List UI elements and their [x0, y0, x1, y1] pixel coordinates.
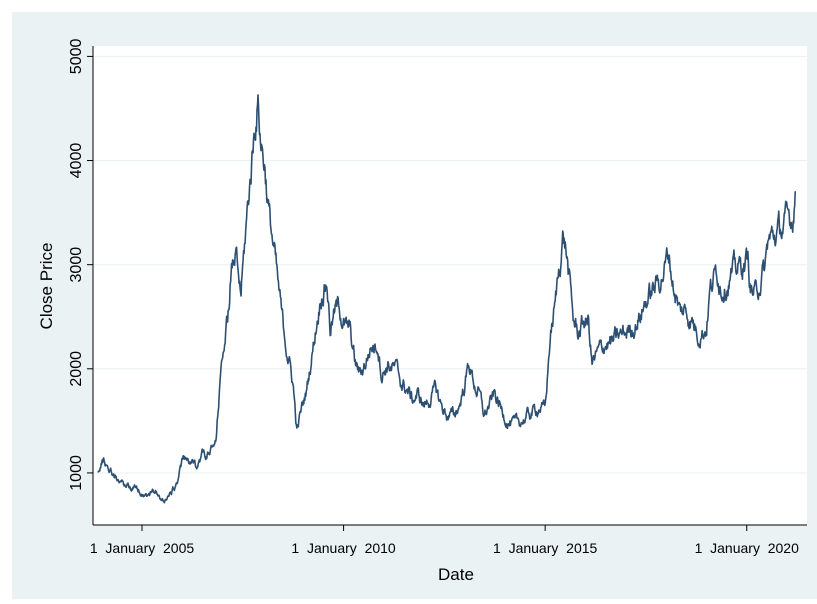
- x-tick-label: 1 January 2005: [90, 540, 195, 556]
- y-tick-label: 5000: [68, 39, 85, 75]
- x-tick-label: 1 January 2015: [493, 540, 598, 556]
- y-tick-label: 4000: [68, 143, 85, 179]
- axes: [92, 46, 807, 526]
- y-axis-ticks: 1000 2000 3000 4000 5000: [68, 39, 93, 491]
- gridlines: [93, 55, 807, 474]
- y-tick-label: 1000: [68, 455, 85, 491]
- x-tick-label: 1 January 2020: [695, 540, 800, 556]
- x-axis-label: Date: [438, 565, 474, 584]
- close-price-line: [97, 94, 796, 504]
- y-tick-label: 2000: [68, 351, 85, 387]
- y-axis-label: Close Price: [37, 243, 56, 330]
- x-axis-ticks: 1 January 2005 1 January 2010 1 January 20…: [90, 525, 799, 556]
- y-tick-label: 3000: [68, 247, 85, 283]
- plot-area: [93, 46, 807, 525]
- series-group: [97, 94, 796, 504]
- x-tick-label: 1 January 2010: [291, 540, 396, 556]
